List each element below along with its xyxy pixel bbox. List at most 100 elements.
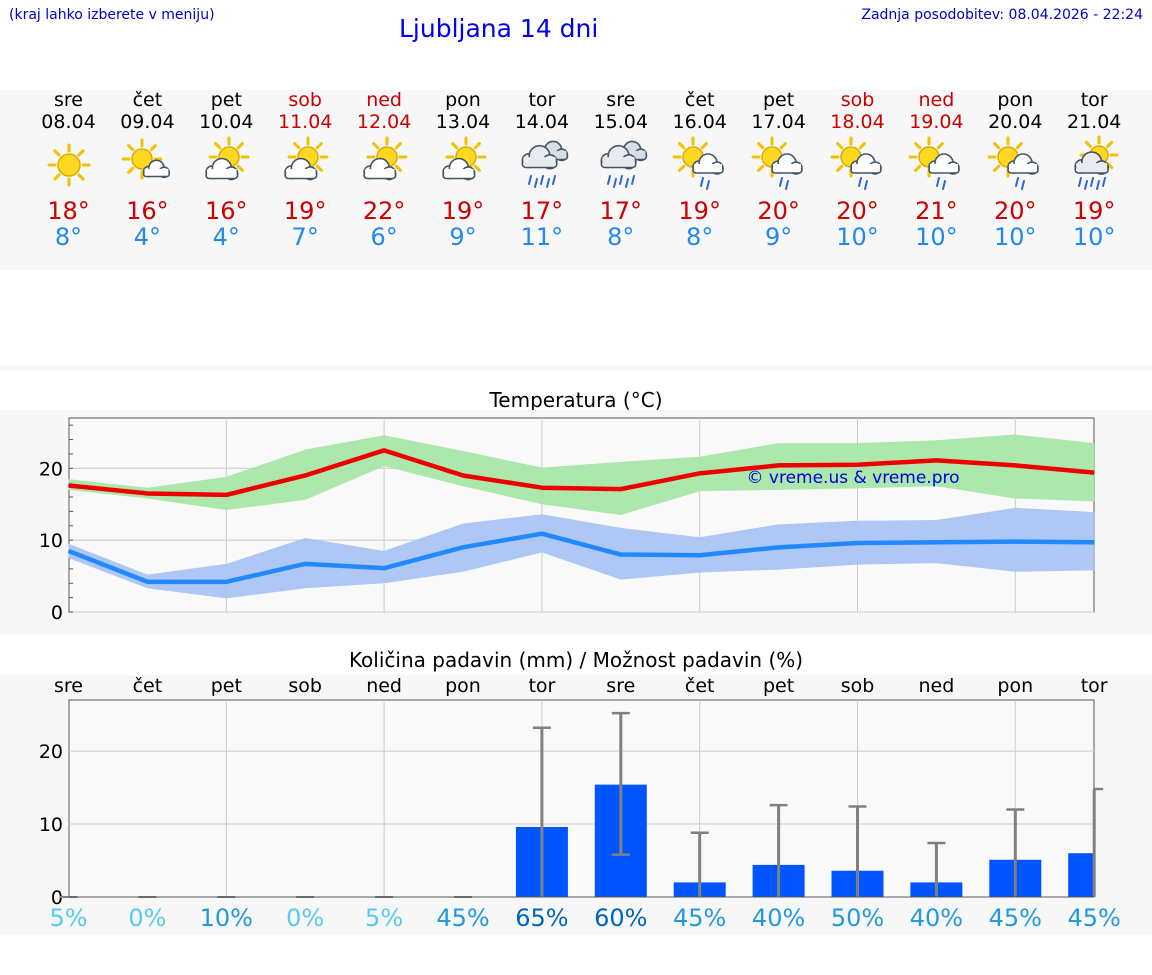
day-name: čet — [132, 89, 163, 111]
min-temperature: 9° — [764, 223, 793, 251]
y-tick-label: 10 — [39, 530, 63, 552]
day-name: pet — [210, 89, 242, 111]
max-temperature-point — [462, 474, 464, 476]
min-temperature-point — [462, 546, 464, 548]
sun-cloud-icon — [205, 136, 250, 181]
max-temperature-point — [1014, 464, 1016, 466]
rain-drop — [527, 175, 532, 185]
cloud-shape — [691, 153, 724, 175]
max-temperature-line — [68, 448, 1095, 498]
day-date: 09.04 — [120, 111, 175, 133]
sun-ray — [236, 164, 245, 172]
day-date: 10.04 — [199, 111, 254, 133]
min-temperature-point — [857, 542, 858, 544]
min-temperature: 10° — [1072, 223, 1116, 251]
max-temperature: 19° — [678, 197, 721, 225]
day-date: 19.04 — [909, 111, 964, 133]
rain-drop — [863, 180, 868, 190]
precipitation-chart-title: Količina padavin (mm) / Možnost padavin … — [348, 648, 804, 672]
day-date: 18.04 — [830, 111, 885, 133]
min-temperature: 8° — [54, 223, 83, 251]
sun-ray — [127, 144, 135, 152]
cloud-shape — [770, 153, 803, 175]
cloud-fill — [365, 169, 395, 177]
min-temperature-point — [699, 554, 701, 556]
rain-drop — [1084, 180, 1089, 190]
sun-ray — [473, 142, 481, 150]
sun-ray — [293, 142, 301, 150]
min-temperature-point — [225, 581, 227, 583]
sun-small-cloud-icon — [121, 138, 171, 180]
min-temperature: 10° — [836, 223, 879, 251]
precipitation-probability: 60% — [594, 904, 648, 932]
day-column: tor 14.04 17° 11° — [507, 90, 577, 250]
rain-drop — [936, 177, 941, 187]
rain-drop — [1096, 180, 1101, 190]
page-title: Ljubljana 14 dni — [399, 14, 599, 43]
min-temperature: 8° — [607, 223, 635, 251]
precipitation-day-label: sre — [54, 675, 83, 697]
location-hint: (kraj lahko izberete v meniju) — [9, 7, 215, 23]
day-column: sre 08.04 18° 8° — [34, 90, 104, 250]
day-column: sob 18.04 20° 10° — [823, 90, 893, 250]
min-temperature: 4° — [212, 223, 240, 251]
max-temperature: 17° — [599, 197, 643, 225]
precipitation-probability: 40% — [751, 904, 806, 932]
max-temperature: 19° — [283, 197, 327, 225]
precipitation-probability: 5% — [365, 904, 404, 932]
day-name: pon — [445, 89, 481, 111]
sun-ray — [756, 142, 764, 150]
cloud-fill — [693, 164, 722, 171]
cloud-shape — [928, 153, 961, 175]
copyright-watermark: © vreme.us & vreme.pro — [746, 468, 959, 488]
sun-ray — [52, 173, 61, 181]
min-temperature: 4° — [133, 223, 162, 251]
min-temperature-point — [620, 554, 622, 556]
cloud-fill — [207, 169, 237, 177]
sun-ray — [473, 164, 481, 172]
day-column: čet 09.04 16° 4° — [112, 90, 182, 250]
y-tick-label: 0 — [51, 887, 63, 909]
sun-ray — [937, 142, 945, 150]
max-temperature: 18° — [47, 197, 90, 225]
precipitation-probability: 5% — [49, 904, 88, 932]
max-temperature: 16° — [205, 197, 248, 225]
precipitation-probability: 10% — [199, 904, 253, 932]
day-date: 21.04 — [1066, 111, 1122, 133]
cloud-fill — [930, 164, 959, 171]
day-date: 20.04 — [988, 111, 1043, 133]
min-temperature-point — [68, 550, 69, 552]
sun-cloud-icon — [284, 136, 329, 181]
precipitation-day-label: tor — [1080, 675, 1108, 697]
min-temperature-line — [67, 531, 1095, 585]
max-temperature: 20° — [757, 197, 800, 225]
sun-disc — [56, 153, 81, 177]
rain-drop — [1021, 180, 1026, 190]
cloud-shape — [143, 159, 171, 179]
max-temperature: 17° — [520, 197, 564, 225]
cloud-shape — [205, 157, 239, 181]
rain-drop — [533, 178, 538, 188]
sun-ray — [451, 142, 459, 150]
cloud-fill — [444, 169, 474, 177]
cloud-fill — [851, 164, 880, 171]
sun-ray — [993, 142, 1001, 150]
rain-drop — [1102, 177, 1107, 187]
rain-drop — [705, 180, 710, 190]
rain-drop — [699, 177, 704, 187]
cloud-shape — [849, 153, 882, 175]
last-updated: Zadnja posodobitev: 08.04.2026 - 22:24 — [861, 7, 1143, 23]
sun-ray — [677, 164, 685, 172]
precipitation-day-label: ned — [366, 675, 402, 697]
sun-ray — [394, 164, 403, 172]
day-column: čet 16.04 19° 8° — [665, 90, 735, 250]
day-date: 12.04 — [356, 111, 412, 133]
day-name: tor — [528, 89, 556, 111]
day-date: 11.04 — [277, 111, 333, 133]
sun-ray — [1106, 140, 1114, 149]
max-temperature-point — [1093, 472, 1095, 474]
plot-area — [68, 699, 1095, 898]
max-temperature-point — [304, 474, 306, 476]
precipitation-probability: 50% — [830, 904, 885, 932]
